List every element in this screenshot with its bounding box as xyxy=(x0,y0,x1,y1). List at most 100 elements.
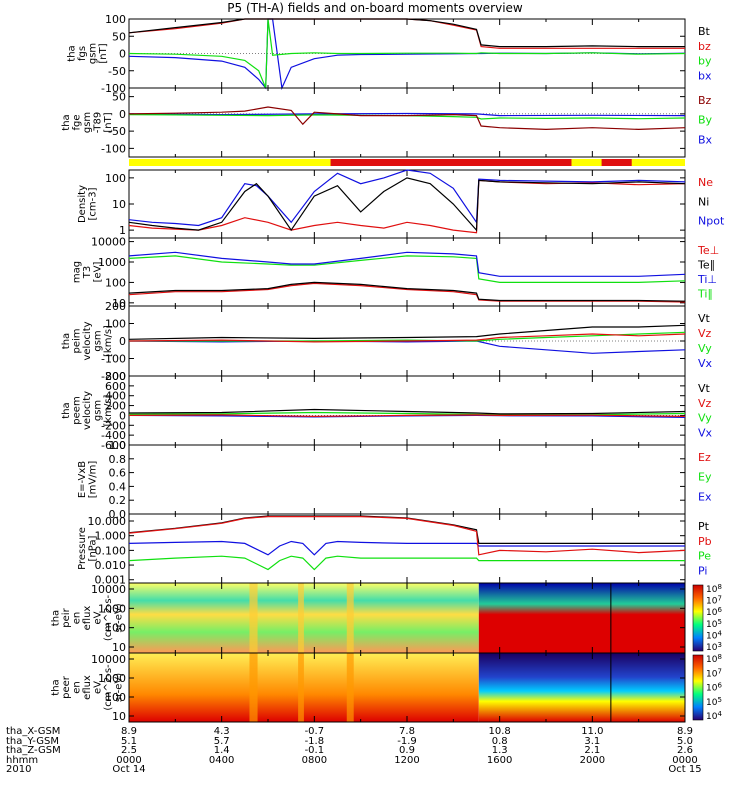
colorbar-tick: 104 xyxy=(706,629,722,641)
y-tick-label: 400 xyxy=(105,390,126,403)
y-axis-label: [nT] xyxy=(103,112,114,132)
y-tick-label: -200 xyxy=(101,370,126,383)
y-axis-label: [nT] xyxy=(98,43,109,63)
y-tick-label: 0 xyxy=(119,335,126,348)
ephemeris-value: -0.7 xyxy=(304,726,325,737)
y-axis-label: [eV] xyxy=(93,262,104,283)
legend-Ey: Ey xyxy=(698,471,712,484)
y-axis-label: eV xyxy=(93,681,104,694)
series-Bt xyxy=(128,18,685,48)
y-axis-label: tha xyxy=(61,402,72,418)
y-axis-label: gsm xyxy=(87,43,98,64)
y-tick-label: 10 xyxy=(112,641,126,654)
colorbar xyxy=(692,584,704,652)
ephemeris-value: 5.1 xyxy=(121,735,137,747)
legend-Ni: Ni xyxy=(698,195,709,208)
y-tick-label: 100 xyxy=(105,622,126,635)
legend-Pe: Pe xyxy=(698,550,711,563)
heatmap-band xyxy=(249,653,258,722)
ephemeris-value: 5.0 xyxy=(677,735,693,747)
panel-pressure: 10.000 1.0000.100 0.010 0.001 Pressure [nPa] P… xyxy=(77,513,712,587)
y-axis-label: (cm^2-s- xyxy=(103,664,114,711)
y-axis-label: peem xyxy=(72,396,83,424)
y-tick-label: 0.4 xyxy=(109,480,127,493)
ephemeris-value: 3.1 xyxy=(584,735,601,747)
ephemeris-value: 8.9 xyxy=(677,726,693,737)
y-tick-label: 0 xyxy=(119,108,126,121)
ephemeris-table: tha_X-GSM 8.9 4.3 -0.7 7.8 10.8 11.0 8.9 tha_Y-G… xyxy=(0,727,750,799)
y-axis-label: Pressure xyxy=(77,527,88,570)
heatmap-band xyxy=(298,583,304,653)
legend-Vy: Vy xyxy=(698,412,712,425)
legend-Vx: Vx xyxy=(698,357,713,370)
legend-Te∥: Te∥ xyxy=(697,259,715,272)
ephemeris-value: 2.1 xyxy=(584,745,601,757)
y-tick-label: 50 xyxy=(112,91,126,104)
legend-Bx: Bx xyxy=(698,133,713,146)
y-tick-label: 600 xyxy=(105,380,126,393)
y-tick-label: 0 xyxy=(119,409,126,422)
y-axis-label: tha xyxy=(51,679,62,695)
y-tick-label: 1 xyxy=(119,224,126,237)
legend-Ex: Ex xyxy=(698,490,712,503)
y-axis-label: (cm^2-s- xyxy=(103,594,114,641)
y-axis-label: [km/s] xyxy=(103,394,114,426)
y-tick-label: 1000 xyxy=(98,672,126,685)
series-Te∥ xyxy=(128,281,686,302)
colorbar-tick: 103 xyxy=(706,641,722,653)
y-axis-label: tha xyxy=(66,45,77,61)
series-Pb xyxy=(128,515,686,556)
panel-frame xyxy=(128,444,686,515)
ephemeris-value: 0000 xyxy=(116,754,142,766)
legend-By: By xyxy=(698,114,713,127)
y-axis-label: gsm xyxy=(93,330,104,351)
legend-bz: bz xyxy=(698,40,711,53)
y-tick-label: 10.000 xyxy=(88,515,127,528)
series-By xyxy=(128,114,686,120)
colorbar-tick: 107 xyxy=(706,667,722,679)
ephemeris-label: hhmm xyxy=(6,754,39,766)
panel-electron_eflux: 108 107 106 105 104 10000 1000 100 10 tha peer en ef… xyxy=(51,652,722,723)
y-axis-label: fge xyxy=(72,114,83,130)
y-axis-label: tha xyxy=(51,610,62,626)
y-tick-label: 10000 xyxy=(91,653,126,666)
y-axis-label: eV xyxy=(93,611,104,624)
y-tick-label: 100 xyxy=(105,276,126,289)
y-tick-label: -100 xyxy=(101,82,126,95)
y-axis-label: sr-eV) xyxy=(114,673,125,702)
y-tick-label: 1000 xyxy=(98,256,126,269)
y-axis-label: velocity xyxy=(82,391,93,430)
y-tick-label: 10 xyxy=(112,198,126,211)
ephemeris-value: Oct 15 xyxy=(668,764,702,776)
y-tick-label: 800 xyxy=(105,370,126,383)
y-axis-label: tha xyxy=(61,333,72,349)
chart-title: P5 (TH-A) fields and on-board moments ov… xyxy=(227,1,523,15)
series-Vz xyxy=(128,414,686,418)
legend-Npot: Npot xyxy=(698,215,725,228)
y-tick-label: 0.100 xyxy=(95,544,127,557)
ephemeris-label: tha_Z-GSM xyxy=(6,745,61,757)
y-tick-label: 0.001 xyxy=(95,574,127,587)
series-Pt xyxy=(128,515,685,545)
y-axis-label: [mV/m] xyxy=(87,461,98,499)
y-tick-label: 10000 xyxy=(91,583,126,596)
legend-Ti∥: Ti∥ xyxy=(697,288,713,301)
heatmap-band xyxy=(249,583,258,653)
legend-Vx: Vx xyxy=(698,426,713,439)
region-bar xyxy=(129,159,685,166)
ephemeris-value: 2000 xyxy=(579,754,606,766)
series-Vt xyxy=(128,324,686,340)
y-tick-label: 1000 xyxy=(98,602,126,615)
y-axis-label: E=-VxB xyxy=(77,461,88,498)
y-tick-label: -100 xyxy=(101,353,126,366)
y-tick-label: 10 xyxy=(112,297,126,310)
y-axis-label: sr-eV) xyxy=(114,603,125,632)
legend-Pb: Pb xyxy=(698,535,712,548)
y-tick-label: 1.0 xyxy=(109,439,127,452)
y-axis-label: fgs xyxy=(77,46,88,61)
series-Ti∥ xyxy=(128,255,686,283)
panel-density: 100 10 1 Density [cm-3] Ne Ni Npot xyxy=(77,169,725,239)
y-axis-label: eflux xyxy=(82,675,93,700)
